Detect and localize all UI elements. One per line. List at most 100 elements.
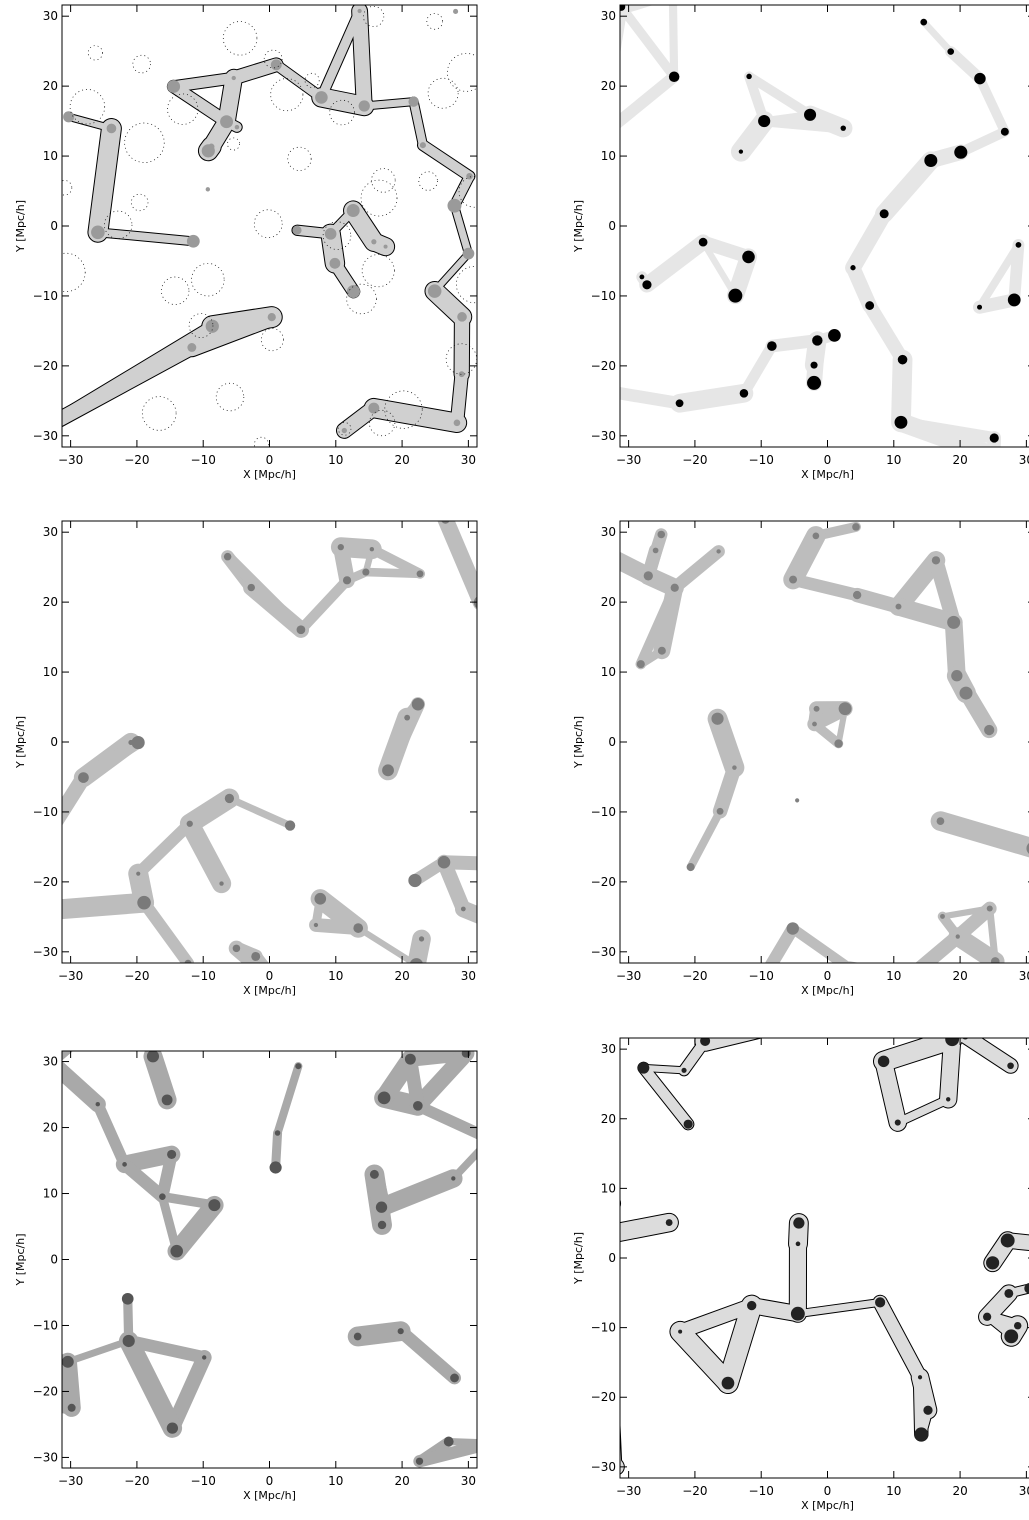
halo [411,698,425,711]
panel: −30 −20 −10 0 10 20 30 −30 −20 −10 0 10 20 30 X [Mpc/h… [572,4,1029,481]
halo [602,1230,611,1239]
halo [466,172,473,180]
filament [312,88,374,116]
void-contour [222,21,258,56]
halo [358,100,370,112]
halo [894,1119,901,1126]
x-axis-label: X [Mpc/h] [243,468,296,481]
filament [437,521,477,610]
halo [595,547,605,557]
filament [65,113,115,132]
void-contour [69,89,106,125]
filament [118,1158,169,1203]
filament [42,1201,51,1259]
void-contour [304,72,320,88]
filament [873,1038,962,1071]
filament [862,298,910,367]
filament [794,1298,884,1318]
halo [977,304,983,310]
y-tick-label: 20 [43,1121,58,1135]
halo [620,5,626,11]
x-tick-label: −30 [58,969,83,983]
halo [418,936,425,942]
halo [313,922,319,928]
density-map [602,1038,1029,1478]
y-tick-label: 10 [601,665,616,679]
y-tick-label: −20 [33,1384,58,1398]
y-tick-label: 30 [601,1042,616,1056]
map-background [62,1051,477,1468]
filament [122,1334,211,1364]
y-axis-label: Y [Mpc/h] [14,1234,27,1287]
filament [336,400,382,438]
halo [746,73,752,80]
halo [698,237,708,247]
halo [382,764,394,777]
filament [783,526,826,590]
halo [652,547,659,554]
filament [730,111,775,162]
halo [1000,1233,1015,1248]
filament [620,387,686,410]
density-map [620,5,1029,447]
halo [924,153,938,168]
halo [205,187,211,192]
y-tick-label: −10 [33,289,58,303]
filament [168,72,240,92]
filament [413,1440,477,1468]
filament [132,817,196,880]
void-contour [287,146,312,171]
y-tick-label: −10 [591,805,616,819]
halo [409,958,423,963]
halo [270,59,282,71]
filament [62,320,218,424]
halo [451,1176,456,1181]
y-tick-label: 30 [43,525,58,539]
halo [397,1328,404,1335]
halo [369,547,375,552]
y-tick-label: 10 [601,149,616,163]
halo [184,959,192,963]
halo [894,415,908,429]
halo [947,48,955,55]
x-tick-label: 20 [952,969,967,983]
filament [765,334,824,353]
filament [620,5,679,82]
halo [834,739,843,748]
filament [417,140,475,182]
halo [954,145,968,159]
filament [361,567,425,579]
void-contour [253,209,283,239]
x-tick-label: 30 [461,969,476,983]
filament [273,1062,303,1138]
y-tick-label: 10 [43,1187,58,1201]
filament [764,922,799,963]
void-contour [346,283,377,315]
filament [45,1201,51,1214]
halo [443,1436,454,1447]
x-tick-label: −20 [124,1474,149,1488]
panel: −30 −20 −10 0 10 20 30 −30 −20 −10 0 10 20 30 X [Mpc/h… [14,520,478,997]
filament [271,60,327,103]
halo [42,1211,49,1218]
halo [875,1297,886,1308]
x-tick-label: 30 [461,1474,476,1488]
halo [462,247,475,260]
halo [377,1091,391,1105]
filament [309,918,366,935]
halo [314,892,327,905]
y-tick-label: 20 [43,595,58,609]
halo [78,772,89,783]
y-tick-label: 20 [601,79,616,93]
y-tick-label: 0 [608,219,616,233]
filament [228,940,266,963]
halo [408,96,419,107]
void-contour [360,179,398,217]
y-tick-label: −10 [33,1318,58,1332]
halo [447,198,462,213]
halo [670,583,679,592]
halo [377,1220,387,1230]
void-contour [188,313,214,338]
y-tick-label: −10 [33,805,58,819]
filament [875,151,940,223]
